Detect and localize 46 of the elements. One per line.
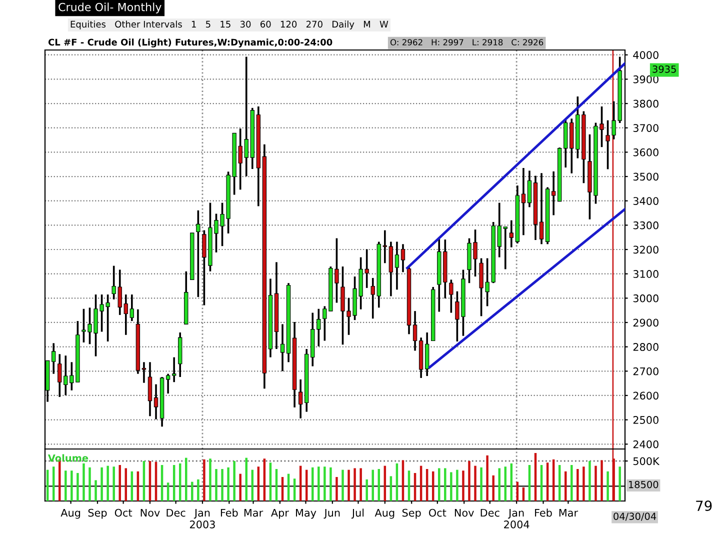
x-tick-label: Sep	[402, 508, 421, 519]
x-tick-label: Dec	[480, 508, 500, 517]
x-tick-label: Jan 2003	[190, 508, 215, 528]
y-tick-label: 3600	[633, 148, 658, 156]
y-tick-label: 3200	[633, 246, 658, 254]
y-tick-label: 3800	[633, 100, 658, 108]
chart-title: Crude Oil- Monthly	[58, 2, 162, 14]
x-tick-label: Jul	[351, 508, 364, 519]
y-tick-label: 3100	[633, 270, 658, 278]
x-tick-label: Oct	[428, 508, 446, 517]
x-tick-label: Mar	[244, 508, 264, 517]
chart-subtitle: CL #F - Crude Oil (Light) Futures,W:Dynamic,0:00-24:00	[48, 38, 332, 48]
chart-title: Volume	[48, 454, 88, 462]
text: 18500	[628, 480, 658, 488]
x-tick-label: Mar	[559, 508, 578, 517]
y-tick-label: 3400	[633, 197, 658, 205]
x-tick-label: Nov	[140, 508, 160, 517]
x-tick-label: Apr	[270, 508, 289, 519]
y-tick-label: 2900	[633, 318, 658, 327]
y-tick-label: 2800	[633, 343, 658, 351]
y-tick-label: 2700	[633, 367, 658, 376]
x-tick-label: Dec	[166, 508, 186, 517]
x-tick-label: Feb	[220, 508, 238, 517]
y-tick-label: 3000	[633, 294, 658, 302]
y-tick-label: 3700	[633, 124, 658, 132]
y-tick-label: 3300	[633, 221, 658, 230]
y-tick-label: 2500	[633, 416, 658, 424]
y-tick-label: 3500	[633, 172, 658, 181]
text: 79	[696, 500, 712, 512]
y-tick-label: 4000	[633, 51, 658, 59]
x-tick-label: May	[296, 508, 316, 519]
y-tick-label: 2600	[633, 392, 658, 400]
x-tick-label: Oct	[114, 508, 132, 517]
x-tick-label: Nov	[454, 508, 474, 517]
x-tick-label: Sep	[88, 508, 107, 519]
x-tick-label: Jan 2004	[504, 508, 530, 528]
text: 3935	[652, 65, 676, 73]
x-tick-label: Aug	[374, 508, 394, 519]
x-tick-label: Feb	[535, 508, 552, 517]
text: O: 2962 H: 2997 L: 2918 C: 2926	[390, 39, 544, 46]
x-tick-label: Jun	[324, 508, 340, 519]
y-tick-label: 2400	[633, 440, 658, 448]
x-tick-label: Aug	[60, 508, 80, 519]
text: Equities Other Intervals 1 5 15 30 60 120 270 Daily M W	[70, 20, 388, 30]
y-tick-label: 500K	[633, 457, 660, 466]
ref-line-label: 04/30/04	[614, 512, 656, 521]
